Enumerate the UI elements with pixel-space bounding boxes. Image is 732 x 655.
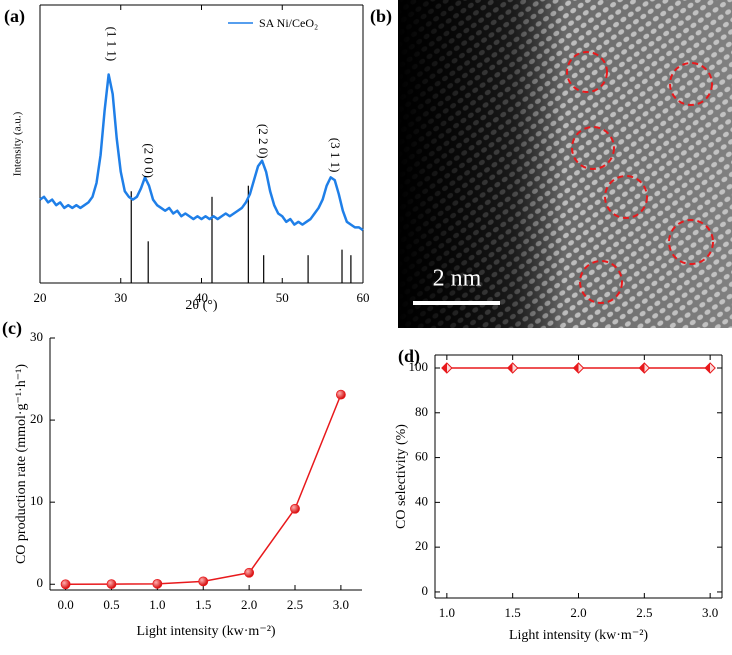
data-line — [39, 73, 364, 232]
y-tick-label: 0 — [37, 575, 44, 590]
y-tick-label: 40 — [415, 493, 428, 508]
tem-image: 2 nm (b) — [370, 0, 732, 328]
data-point — [106, 579, 117, 589]
data-point — [60, 579, 71, 590]
atom-circle — [566, 51, 608, 93]
data-point — [506, 362, 519, 374]
x-tick-label: 0.5 — [103, 597, 119, 612]
data-point — [152, 578, 163, 589]
y-axis-label: CO production rate (mmol·g⁻¹·h⁻¹) — [14, 364, 29, 564]
x-tick-label: 30 — [114, 290, 127, 305]
x-tick-label: 1.0 — [149, 597, 165, 612]
y-tick-label: 10 — [30, 493, 43, 508]
x-tick-label: 60 — [357, 290, 370, 305]
x-tick-label: 3.0 — [702, 605, 718, 620]
y-axis-label: Intensity (a.u.) — [12, 111, 24, 176]
data-point — [198, 576, 209, 587]
peak-label: (3 1 1) — [328, 138, 343, 173]
atom-circles — [566, 51, 714, 304]
y-tick-label: 20 — [415, 538, 428, 553]
y-tick-label: 30 — [30, 329, 43, 344]
y-tick-label: 20 — [30, 411, 43, 426]
atom-circle — [604, 175, 648, 219]
y-tick-label: 100 — [409, 359, 429, 374]
data-point — [572, 362, 585, 374]
scale-bar-label: 2 nm — [433, 266, 482, 292]
y-axis-label: CO selectivity (%) — [394, 424, 409, 529]
x-tick-label: 1.0 — [439, 605, 455, 620]
x-tick-label: 1.5 — [505, 605, 521, 620]
x-tick-label: 3.0 — [333, 597, 349, 612]
data-point — [244, 567, 255, 578]
atom-circle — [579, 260, 623, 304]
panel-label: (c) — [2, 318, 22, 339]
tem-shade — [398, 0, 732, 328]
data-point — [638, 362, 651, 374]
data-point — [290, 503, 300, 514]
peak-label: (2 0 0) — [141, 143, 156, 178]
peak-label: (2 2 0) — [256, 124, 271, 159]
peak-label: (1 1 1) — [104, 27, 119, 62]
y-tick-label: 60 — [415, 449, 428, 464]
x-tick-label: 2.5 — [287, 597, 303, 612]
y-tick-label: 80 — [415, 404, 428, 419]
x-tick-label: 2.0 — [241, 597, 257, 612]
x-axis-label: Light intensity (kw·m⁻²) — [136, 624, 275, 639]
data-point — [335, 389, 346, 400]
atom-circle — [669, 62, 713, 106]
data-point — [441, 362, 453, 374]
data-line — [65, 394, 342, 586]
x-axis-label: 2θ (°) — [185, 298, 217, 313]
x-tick-label: 1.5 — [195, 597, 211, 612]
panel-label: (d) — [398, 346, 420, 367]
atom-circle — [668, 219, 714, 265]
x-tick-label: 40 — [195, 290, 208, 305]
legend-label: SA Ni/CeO₂ — [259, 16, 318, 30]
x-tick-label: 20 — [34, 290, 47, 305]
y-tick-label: 0 — [422, 583, 429, 598]
x-tick-label: 0.0 — [57, 597, 73, 612]
panel-label: (a) — [4, 6, 25, 27]
data-point — [704, 362, 716, 374]
x-tick-label: 2.0 — [570, 605, 586, 620]
x-tick-label: 2.5 — [636, 605, 652, 620]
x-tick-label: 50 — [276, 290, 289, 305]
atom-circle — [571, 126, 615, 170]
x-axis-label: Light intensity (kw·m⁻²) — [509, 628, 648, 643]
panel-label: (b) — [370, 6, 392, 27]
